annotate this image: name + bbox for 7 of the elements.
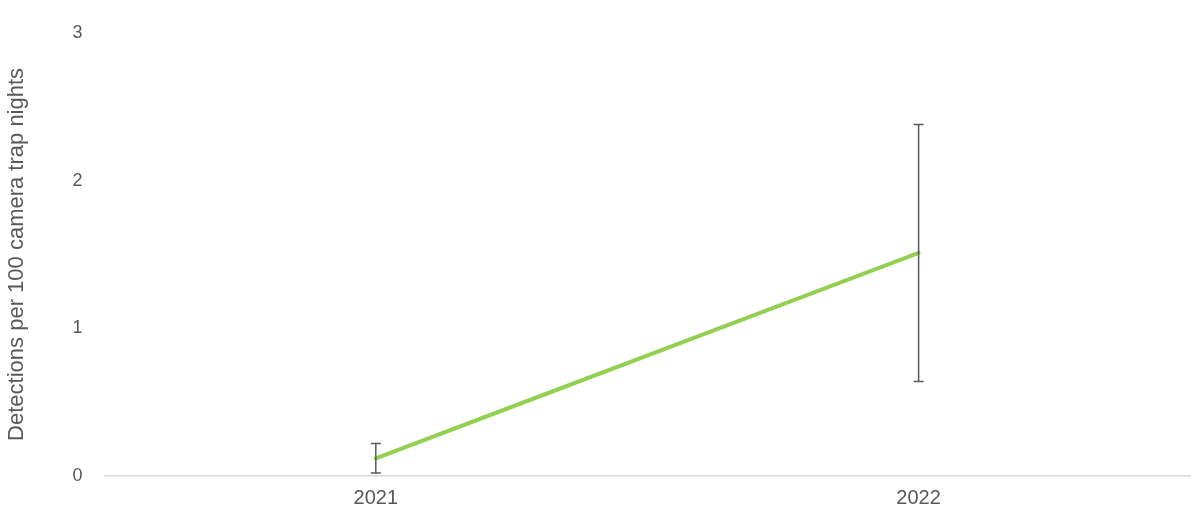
y-axis-title: Detections per 100 camera trap nights	[3, 67, 29, 441]
x-tick-label: 2022	[896, 485, 941, 508]
x-tick-label: 2021	[353, 485, 399, 508]
y-tick-label: 0	[72, 464, 83, 485]
y-tick-label: 1	[72, 317, 83, 338]
y-tick-label: 3	[72, 21, 83, 42]
y-tick-label: 2	[72, 169, 83, 190]
